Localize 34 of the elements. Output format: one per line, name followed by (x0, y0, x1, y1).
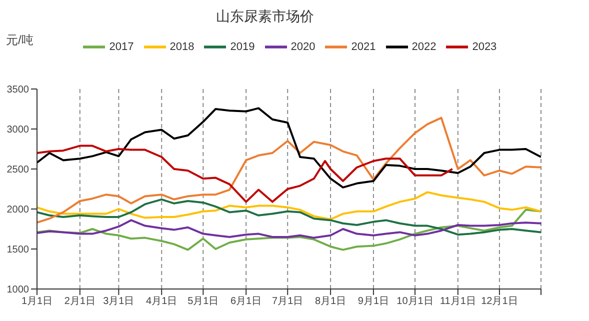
line-series (37, 191, 541, 220)
line-series (37, 198, 541, 236)
x-tick-label: 10月1日 (396, 296, 434, 308)
x-tick-label: 9月1日 (358, 296, 390, 308)
x-tick-label: 5月1日 (188, 296, 219, 308)
legend-label: 2018 (170, 40, 194, 53)
y-tick-label: 3500 (6, 84, 30, 96)
legend-label: 2021 (351, 40, 376, 53)
x-tick-label: 1月1日 (21, 296, 53, 308)
line-series (37, 107, 541, 188)
chart-title: 山东尿素市场价 (215, 8, 315, 26)
line-series (37, 144, 454, 203)
x-tick-label: 2月1日 (64, 296, 96, 308)
y-tick-label: 1500 (6, 244, 30, 256)
legend-label: 2017 (109, 40, 134, 53)
legend-label: 2020 (290, 40, 316, 53)
x-tick-label: 3月1日 (103, 296, 134, 308)
y-tick-label: 2000 (6, 204, 30, 216)
x-tick-label: 12月1日 (481, 296, 518, 308)
line-series (37, 219, 541, 239)
y-tick-label: 2500 (6, 164, 30, 176)
line-series (37, 116, 541, 224)
x-tick-label: 11月1日 (440, 296, 476, 308)
x-tick-label: 7月1日 (272, 296, 304, 308)
x-tick-label: 8月1日 (314, 296, 346, 308)
legend-label: 2022 (412, 40, 436, 53)
y-tick-label: 1000 (6, 284, 30, 296)
legend-label: 2019 (230, 40, 255, 53)
legend-label: 2023 (472, 40, 497, 53)
y-axis-title: 元/吨 (6, 32, 34, 49)
line-series (37, 208, 541, 251)
x-tick-label: 6月1日 (230, 296, 262, 308)
y-tick-label: 3000 (6, 124, 30, 136)
x-tick-label: 4月1日 (146, 296, 178, 308)
